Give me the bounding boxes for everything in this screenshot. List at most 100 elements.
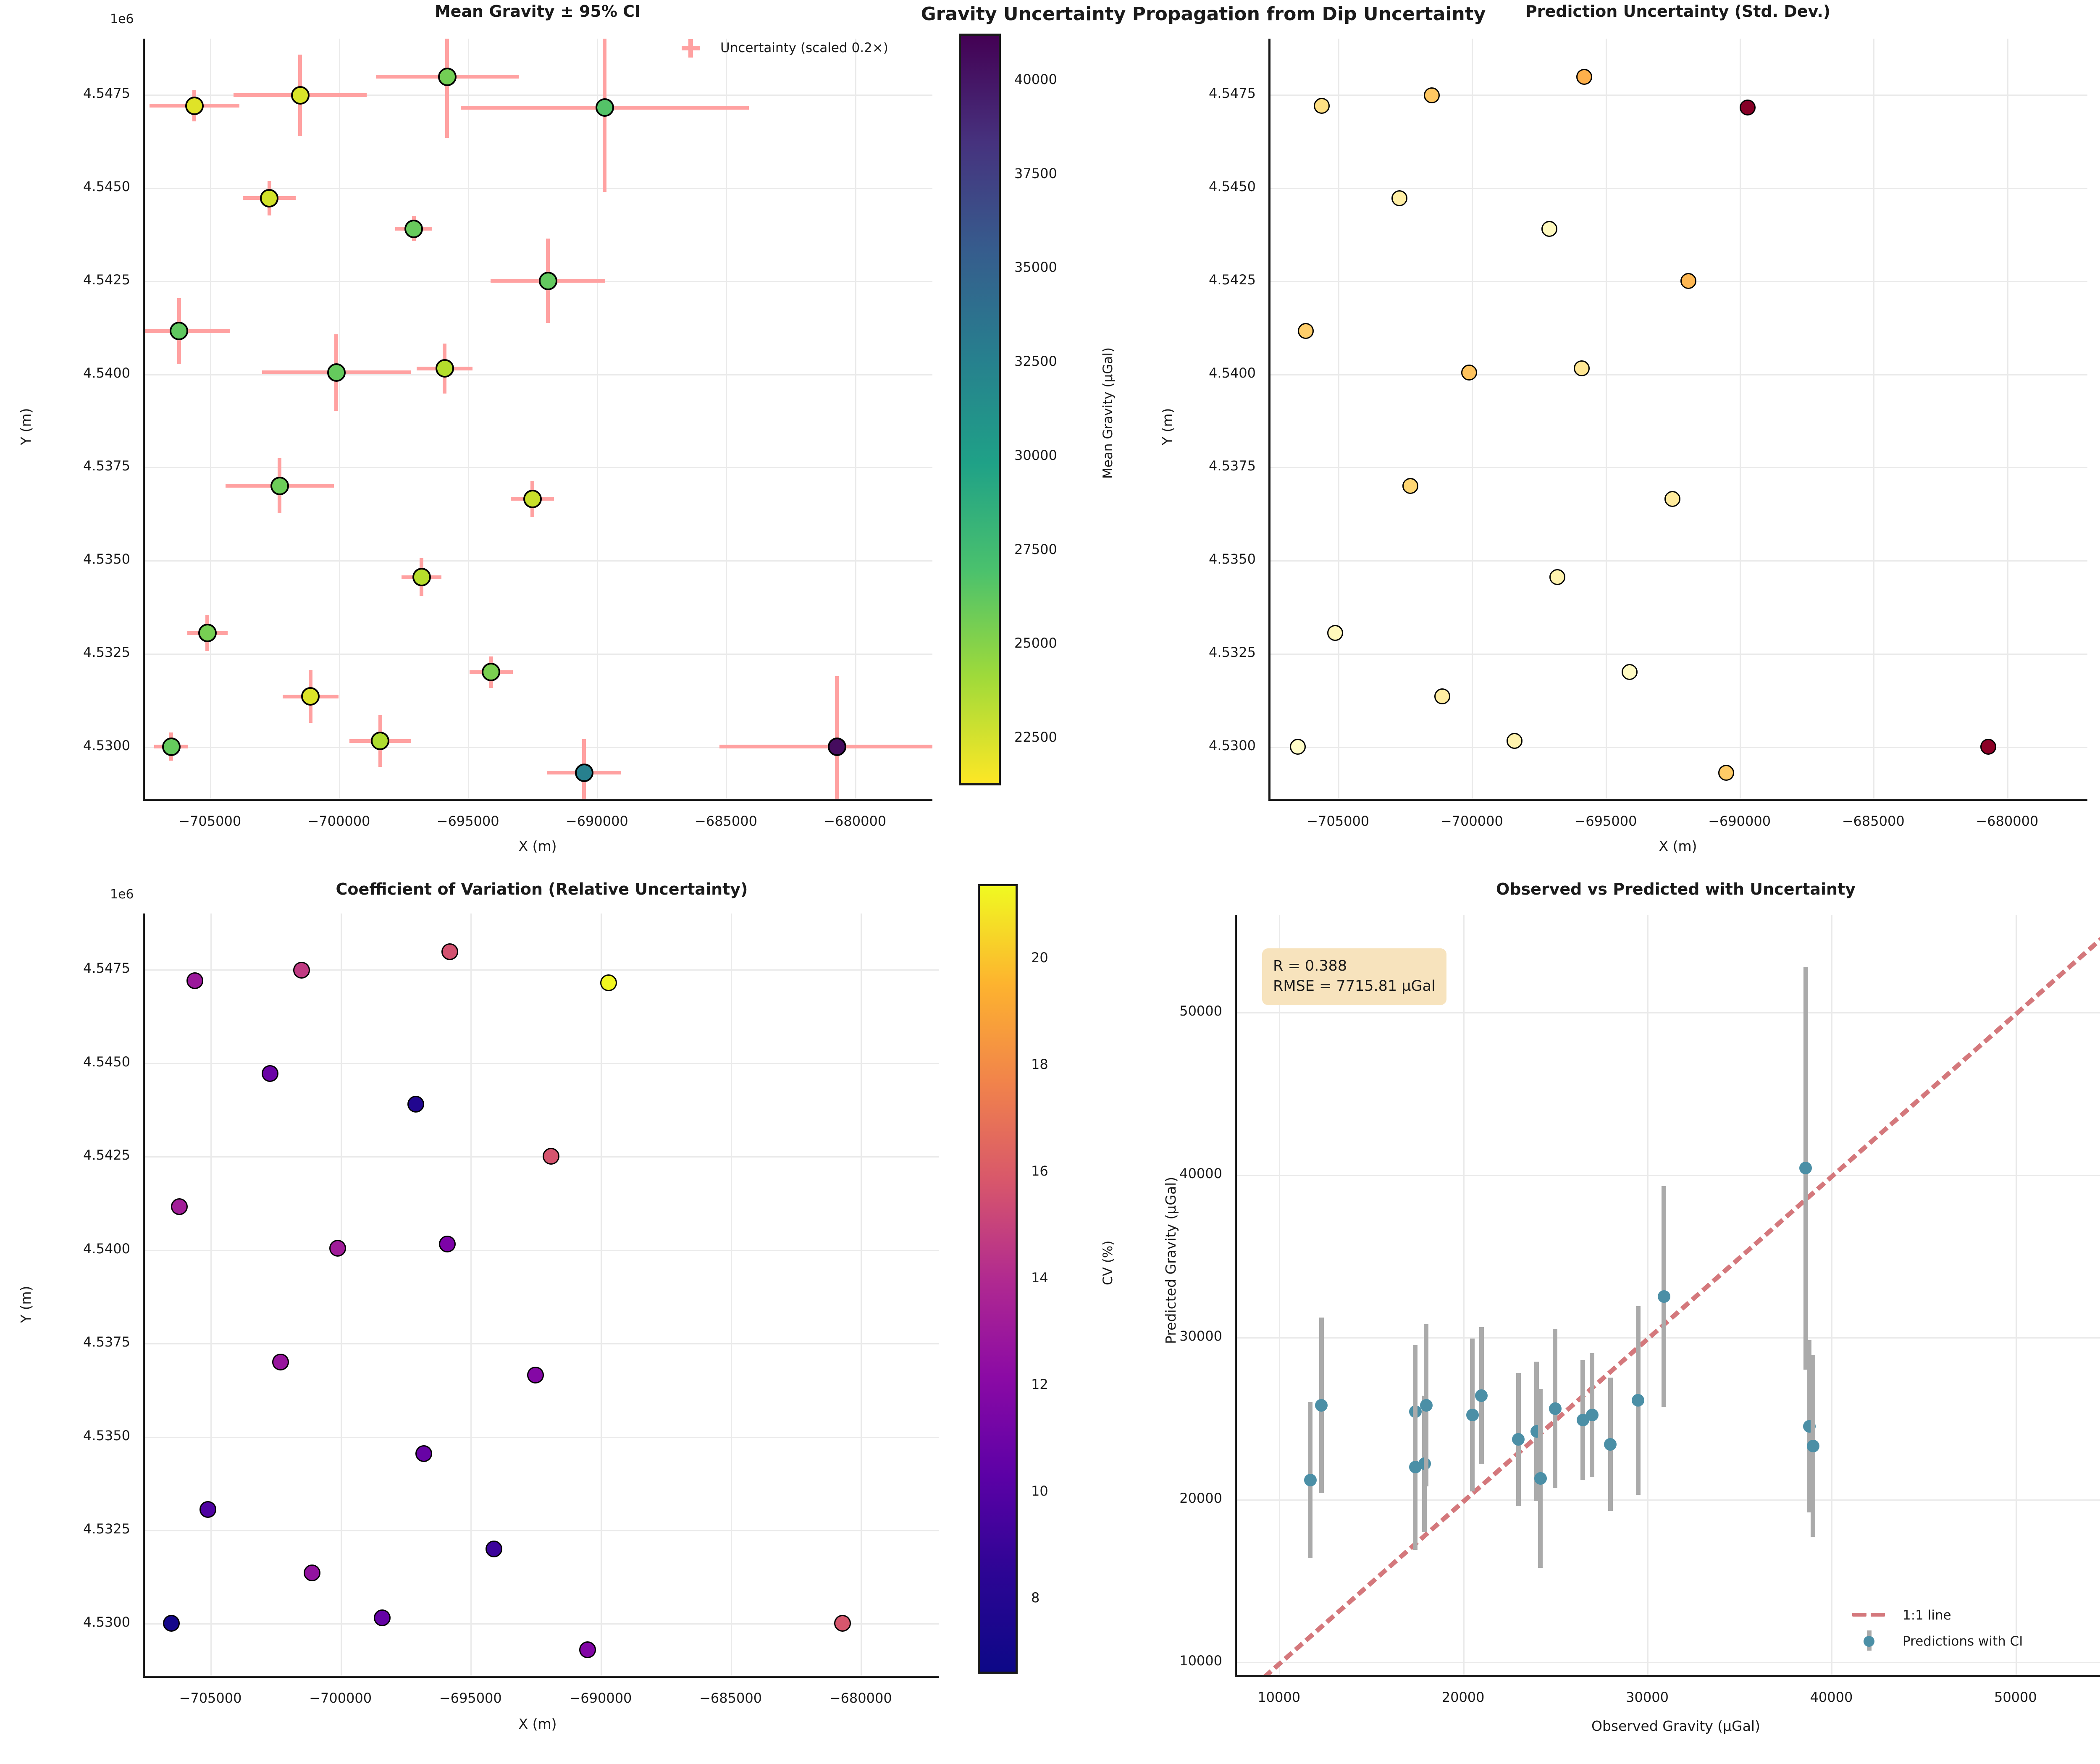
data-point-prediction[interactable]	[1657, 1290, 1670, 1303]
data-point-cv[interactable]	[303, 1564, 320, 1582]
data-point-mean-gravity[interactable]	[371, 732, 390, 751]
data-point-prediction[interactable]	[1604, 1438, 1617, 1451]
data-point-prediction[interactable]	[1534, 1472, 1547, 1485]
data-point-std-dev[interactable]	[1423, 87, 1440, 103]
data-point-std-dev[interactable]	[1573, 360, 1590, 377]
data-point-mean-gravity[interactable]	[260, 189, 279, 207]
data-point-std-dev[interactable]	[1622, 664, 1638, 680]
data-point-mean-gravity[interactable]	[412, 568, 431, 587]
x-tick-label: 20000	[1441, 1689, 1485, 1705]
data-point-std-dev[interactable]	[1461, 364, 1477, 381]
data-point-prediction[interactable]	[1304, 1473, 1317, 1486]
x-tick-label: −705000	[179, 1690, 242, 1706]
data-point-cv[interactable]	[293, 962, 310, 979]
data-point-cv[interactable]	[163, 1615, 180, 1632]
data-point-cv[interactable]	[199, 1501, 216, 1518]
data-point-mean-gravity[interactable]	[404, 219, 423, 238]
data-point-cv[interactable]	[579, 1641, 596, 1658]
data-point-mean-gravity[interactable]	[523, 489, 542, 508]
y-tick-label: 4.5300	[1209, 737, 1256, 753]
data-point-mean-gravity[interactable]	[595, 98, 614, 117]
data-point-cv[interactable]	[527, 1366, 544, 1383]
gridline-horizontal	[1268, 560, 2087, 562]
data-point-mean-gravity[interactable]	[438, 67, 457, 86]
data-point-std-dev[interactable]	[1718, 764, 1734, 781]
data-point-std-dev[interactable]	[1434, 688, 1451, 704]
x-tick-label: 40000	[1810, 1689, 1853, 1705]
data-point-std-dev[interactable]	[1391, 190, 1408, 206]
legend-row-predictions: Predictions with CI	[1844, 1630, 2100, 1652]
data-point-std-dev[interactable]	[1664, 491, 1681, 507]
data-point-mean-gravity[interactable]	[482, 663, 501, 682]
data-point-prediction[interactable]	[1475, 1389, 1488, 1402]
data-point-mean-gravity[interactable]	[301, 687, 320, 706]
data-point-mean-gravity[interactable]	[291, 86, 310, 105]
data-point-prediction[interactable]	[1549, 1402, 1562, 1415]
data-point-std-dev[interactable]	[1507, 733, 1523, 749]
data-point-mean-gravity[interactable]	[827, 737, 846, 756]
gridline-horizontal	[143, 1250, 939, 1251]
data-point-prediction[interactable]	[1466, 1409, 1479, 1422]
data-point-std-dev[interactable]	[1298, 323, 1314, 339]
data-point-std-dev[interactable]	[1541, 220, 1558, 237]
gridline-horizontal	[143, 187, 932, 189]
data-point-cv[interactable]	[186, 972, 203, 990]
data-point-mean-gravity[interactable]	[170, 322, 188, 341]
data-point-cv[interactable]	[329, 1240, 346, 1257]
data-point-cv[interactable]	[441, 943, 458, 960]
data-point-cv[interactable]	[373, 1609, 391, 1627]
y-tick-label: 4.5375	[1209, 458, 1256, 474]
data-point-std-dev[interactable]	[1680, 273, 1697, 289]
panel-coefficient-of-variation	[143, 914, 939, 1678]
x-tick-label: 30000	[1626, 1689, 1669, 1705]
data-point-prediction[interactable]	[1512, 1433, 1525, 1446]
data-point-cv[interactable]	[407, 1095, 425, 1113]
gridline-horizontal	[143, 1063, 939, 1064]
data-point-prediction[interactable]	[1586, 1409, 1599, 1422]
data-point-prediction[interactable]	[1315, 1399, 1328, 1412]
gridline-vertical	[468, 39, 470, 799]
colorbar-tick-label: 20	[1031, 949, 1048, 966]
data-point-mean-gravity[interactable]	[162, 737, 181, 756]
data-point-cv[interactable]	[171, 1198, 188, 1215]
x-tick-label: 10000	[1257, 1689, 1301, 1705]
data-point-mean-gravity[interactable]	[538, 271, 557, 290]
data-point-std-dev[interactable]	[1327, 625, 1344, 641]
panel1-title: Mean Gravity ± 95% CI	[434, 2, 641, 21]
gridline-horizontal	[143, 560, 932, 562]
data-point-prediction[interactable]	[1420, 1399, 1433, 1412]
data-point-mean-gravity[interactable]	[575, 763, 593, 782]
data-point-std-dev[interactable]	[1549, 569, 1566, 585]
gridline-horizontal	[1268, 653, 2087, 655]
data-point-cv[interactable]	[262, 1065, 279, 1082]
data-point-cv[interactable]	[543, 1148, 560, 1165]
y-tick-label: 4.5425	[83, 271, 130, 288]
data-point-std-dev[interactable]	[1980, 738, 1997, 755]
data-point-mean-gravity[interactable]	[198, 624, 217, 643]
panel-prediction-uncertainty	[1268, 39, 2087, 801]
data-point-std-dev[interactable]	[1314, 97, 1330, 114]
data-point-std-dev[interactable]	[1739, 100, 1756, 116]
data-point-std-dev[interactable]	[1576, 68, 1592, 85]
data-point-prediction[interactable]	[1632, 1394, 1645, 1407]
gridline-horizontal	[143, 467, 932, 469]
data-point-mean-gravity[interactable]	[327, 363, 346, 382]
data-point-prediction[interactable]	[1799, 1162, 1812, 1175]
data-point-cv[interactable]	[272, 1353, 289, 1370]
panel4-plot-area	[1235, 915, 2100, 1675]
data-point-cv[interactable]	[834, 1615, 851, 1632]
data-point-std-dev[interactable]	[1402, 478, 1418, 494]
data-point-mean-gravity[interactable]	[435, 359, 454, 378]
x-tick-label: −705000	[1307, 813, 1370, 829]
data-point-cv[interactable]	[438, 1236, 456, 1253]
panel2-y-axis-label: Y (m)	[1159, 408, 1176, 445]
data-point-cv[interactable]	[600, 974, 617, 991]
data-point-mean-gravity[interactable]	[185, 96, 204, 115]
data-point-cv[interactable]	[415, 1445, 432, 1462]
data-point-prediction[interactable]	[1806, 1439, 1819, 1452]
panel3-colorbar-label: CV (%)	[1100, 1240, 1116, 1285]
data-point-mean-gravity[interactable]	[270, 476, 289, 495]
data-point-cv[interactable]	[486, 1540, 503, 1557]
data-point-std-dev[interactable]	[1290, 738, 1306, 755]
y-tick-label: 4.5400	[83, 1240, 130, 1257]
